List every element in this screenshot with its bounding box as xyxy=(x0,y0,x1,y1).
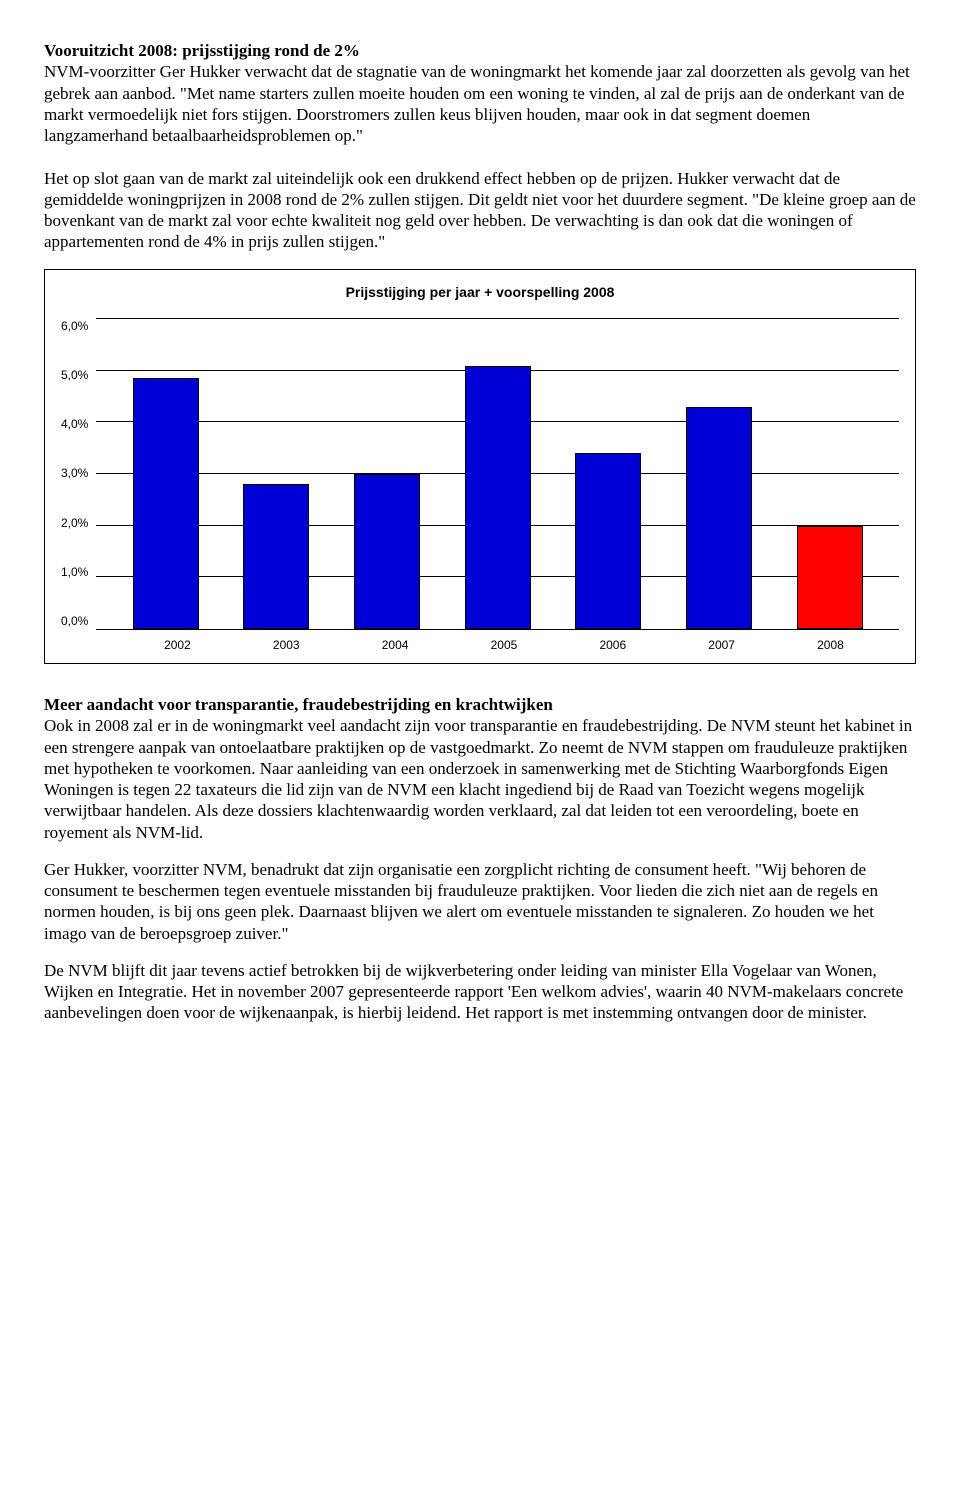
chart-bar xyxy=(465,366,531,630)
y-tick-label: 6,0% xyxy=(61,319,88,334)
x-tick-label: 2005 xyxy=(471,638,537,653)
x-tick-label: 2007 xyxy=(689,638,755,653)
chart-body: 6,0% 5,0% 4,0% 3,0% 2,0% 1,0% 0,0% xyxy=(61,319,899,630)
y-tick-label: 4,0% xyxy=(61,417,88,432)
chart-x-axis: 2002 2003 2004 2005 2006 2007 2008 xyxy=(109,638,899,653)
section-2-paragraph-1: Ook in 2008 zal er in de woningmarkt vee… xyxy=(44,716,912,841)
x-tick-label: 2008 xyxy=(797,638,863,653)
y-tick-label: 3,0% xyxy=(61,466,88,481)
chart-plot-area xyxy=(96,319,899,630)
x-tick-label: 2004 xyxy=(362,638,428,653)
x-tick-label: 2002 xyxy=(144,638,210,653)
chart-title: Prijsstijging per jaar + voorspelling 20… xyxy=(61,284,899,302)
section-1-heading: Vooruitzicht 2008: prijsstijging rond de… xyxy=(44,41,360,60)
section-2-paragraph-3: De NVM blijft dit jaar tevens actief bet… xyxy=(44,960,916,1024)
chart-bar xyxy=(686,407,752,629)
chart-bar xyxy=(797,526,863,629)
chart-y-axis: 6,0% 5,0% 4,0% 3,0% 2,0% 1,0% 0,0% xyxy=(61,319,96,629)
y-tick-label: 5,0% xyxy=(61,368,88,383)
x-tick-label: 2003 xyxy=(253,638,319,653)
section-1-paragraph-1: NVM-voorzitter Ger Hukker verwacht dat d… xyxy=(44,62,910,145)
section-1-paragraph-2: Het op slot gaan van de markt zal uitein… xyxy=(44,168,916,253)
section-2-paragraph-2: Ger Hukker, voorzitter NVM, benadrukt da… xyxy=(44,859,916,944)
y-tick-label: 0,0% xyxy=(61,614,88,629)
chart-bar xyxy=(133,378,199,629)
section-1: Vooruitzicht 2008: prijsstijging rond de… xyxy=(44,40,916,146)
price-chart: Prijsstijging per jaar + voorspelling 20… xyxy=(44,269,916,665)
chart-bar xyxy=(575,453,641,629)
grid-line xyxy=(96,318,899,319)
chart-bar xyxy=(243,484,309,629)
section-2-heading: Meer aandacht voor transparantie, fraude… xyxy=(44,695,553,714)
chart-bar xyxy=(354,474,420,629)
section-2: Meer aandacht voor transparantie, fraude… xyxy=(44,694,916,843)
y-tick-label: 2,0% xyxy=(61,516,88,531)
y-tick-label: 1,0% xyxy=(61,565,88,580)
x-tick-label: 2006 xyxy=(580,638,646,653)
